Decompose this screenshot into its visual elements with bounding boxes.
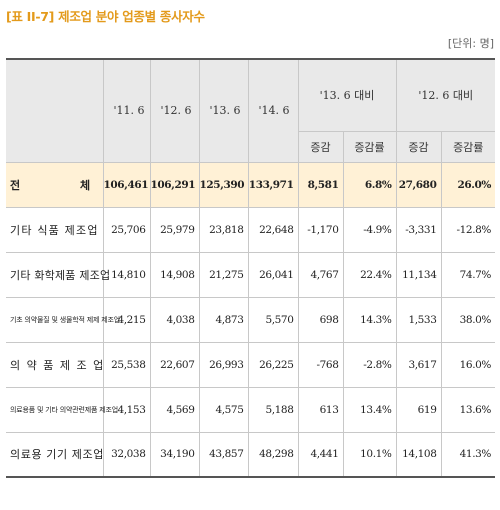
row-label: 의료용품 및 기타 의약관련제품 제조업	[6, 386, 118, 433]
cell: 4,441	[297, 431, 343, 478]
cell: 23,818	[198, 206, 248, 253]
year-header: '14. 6	[247, 58, 298, 163]
row-label: 의료용 기기 제조업	[6, 431, 103, 478]
table-row: 기타 식품 제조업 25,706 25,979 23,818 22,648 -1…	[6, 206, 495, 253]
cell: 26,993	[198, 341, 248, 388]
year-header: '13. 6	[198, 58, 248, 163]
cell: -2.8%	[342, 341, 396, 388]
row-label: 기타 식품 제조업	[6, 206, 103, 253]
cell: 22,648	[247, 206, 298, 253]
cell: 4,873	[198, 296, 248, 343]
row-label: 기타 화학제품 제조업	[6, 251, 110, 298]
cell: 32,038	[102, 431, 150, 478]
cell: 4,767	[297, 251, 343, 298]
table-row: 의료용품 및 기타 의약관련제품 제조업 4,153 4,569 4,575 5…	[6, 386, 495, 433]
cell: 25,538	[102, 341, 150, 388]
cell: 38.0%	[440, 296, 495, 343]
cell: 5,570	[247, 296, 298, 343]
cell: 14,810	[102, 251, 150, 298]
cell: 1,533	[395, 296, 441, 343]
sub-header: 증감률	[342, 130, 396, 163]
cell: 22.4%	[342, 251, 396, 298]
cell: 4,569	[149, 386, 199, 433]
cell: -3,331	[395, 206, 441, 253]
sub-header: 증감률	[440, 130, 495, 163]
cell: 619	[395, 386, 441, 433]
cell: 4,153	[102, 386, 150, 433]
cell: 6.8%	[342, 161, 396, 208]
cell: 26.0%	[440, 161, 495, 208]
unit-label: [단위: 명]	[447, 37, 494, 50]
table-row: 기초 의약물질 및 생물학적 제제 제조업 4,215 4,038 4,873 …	[6, 296, 495, 343]
cell: 133,971	[247, 161, 298, 208]
row-label: 기초 의약물질 및 생물학적 제제 제조업	[6, 296, 120, 343]
cell: 41.3%	[440, 431, 495, 478]
group-header-13: '13. 6 대비	[297, 58, 396, 132]
cell: 8,581	[297, 161, 343, 208]
sub-header: 증감	[395, 130, 441, 163]
cell: 11,134	[395, 251, 441, 298]
cell: -768	[297, 341, 343, 388]
cell: 4,215	[102, 296, 150, 343]
cell: 14.3%	[342, 296, 396, 343]
cell: 13.6%	[440, 386, 495, 433]
cell: -12.8%	[440, 206, 495, 253]
cell: 74.7%	[440, 251, 495, 298]
cell: 106,291	[149, 161, 199, 208]
year-header: '12. 6	[149, 58, 199, 163]
cell: 14,908	[149, 251, 199, 298]
group-header-12: '12. 6 대비	[395, 58, 495, 132]
cell: 13.4%	[342, 386, 396, 433]
cell: 16.0%	[440, 341, 495, 388]
cell: 26,041	[247, 251, 298, 298]
sub-header: 증감	[297, 130, 343, 163]
cell: 5,188	[247, 386, 298, 433]
employee-table: '11. 6 '12. 6 '13. 6 '14. 6 '13. 6 대비 '1…	[6, 58, 495, 478]
cell: -1,170	[297, 206, 343, 253]
cell: 106,461	[102, 161, 150, 208]
cell: 4,038	[149, 296, 199, 343]
cell: 613	[297, 386, 343, 433]
cell: -4.9%	[342, 206, 396, 253]
year-header: '11. 6	[102, 58, 150, 163]
cell: 25,979	[149, 206, 199, 253]
cell: 125,390	[198, 161, 248, 208]
table-row: 의 약 품 제 조 업 25,538 22,607 26,993 26,225 …	[6, 341, 495, 388]
cell: 25,706	[102, 206, 150, 253]
cell: 698	[297, 296, 343, 343]
cell: 27,680	[395, 161, 441, 208]
table-title: [표 II-7] 제조업 분야 업종별 종사자수	[6, 9, 205, 24]
table-row: 기타 화학제품 제조업 14,810 14,908 21,275 26,041 …	[6, 251, 495, 298]
cell: 14,108	[395, 431, 441, 478]
cell: 34,190	[149, 431, 199, 478]
cell: 10.1%	[342, 431, 396, 478]
cell: 48,298	[247, 431, 298, 478]
corner-cell	[6, 58, 103, 163]
cell: 22,607	[149, 341, 199, 388]
cell: 3,617	[395, 341, 441, 388]
cell: 21,275	[198, 251, 248, 298]
row-label: 의 약 품 제 조 업	[6, 341, 103, 388]
cell: 26,225	[247, 341, 298, 388]
cell: 4,575	[198, 386, 248, 433]
cell: 43,857	[198, 431, 248, 478]
table-row: 의료용 기기 제조업 32,038 34,190 43,857 48,298 4…	[6, 431, 495, 478]
